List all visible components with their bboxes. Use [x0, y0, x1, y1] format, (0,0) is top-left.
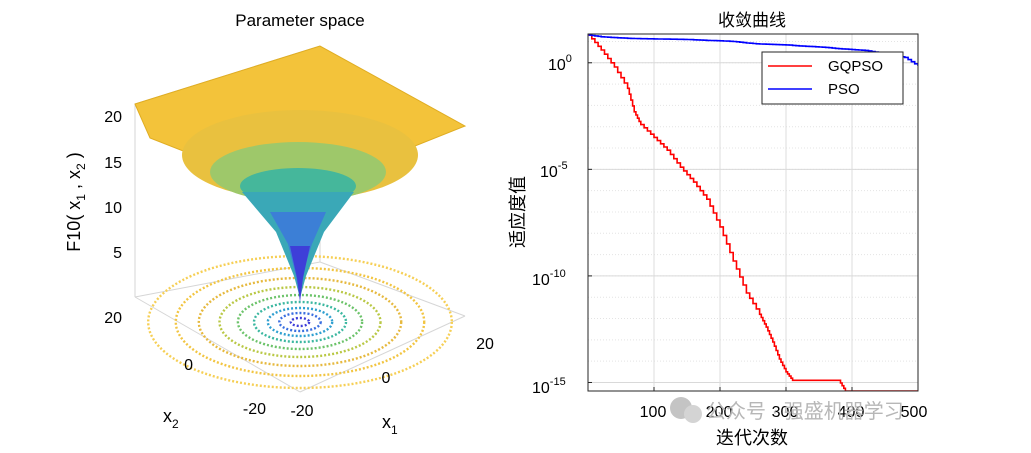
y-axis-label: 适应度值	[508, 176, 528, 248]
legend-box	[761, 51, 904, 105]
series-line-gqpso	[588, 34, 918, 391]
x1-tick-label: -20	[290, 403, 313, 420]
z-tick-label: 5	[113, 245, 122, 262]
x1-tick-label: 20	[476, 336, 494, 353]
plot-frame	[587, 33, 919, 392]
x-tick-label: 100	[640, 404, 667, 421]
legend-label-pso: PSO	[828, 81, 860, 98]
contour-ring	[278, 311, 322, 333]
grid	[588, 34, 919, 391]
watermark: 公众号 · 强盛机器学习	[670, 397, 904, 423]
y-tick-label: 10-15	[532, 376, 566, 397]
axis-ticks	[588, 62, 919, 391]
surface-plot-panel: Parameter space 20 15 10	[64, 11, 494, 437]
watermark-text: 公众号 · 强盛机器学习	[706, 400, 904, 423]
x-tick-label: 300	[772, 404, 799, 421]
x-tick-label: 400	[838, 404, 865, 421]
series-lines	[588, 34, 918, 391]
contour-ring	[266, 306, 334, 338]
x1-tick-label: 0	[382, 370, 391, 387]
z-tick-label: 10	[104, 200, 122, 217]
surface-minimum	[290, 246, 310, 302]
wechat-icon-bubble	[684, 405, 702, 423]
y-tick-label: 100	[548, 53, 572, 74]
z-ticks: 20 15 10 5	[104, 109, 122, 262]
x-ticks: 100 200 300 400 500	[640, 404, 928, 421]
series-line-pso	[588, 34, 918, 66]
surface-plot-title: Parameter space	[235, 11, 364, 30]
contour-ring	[218, 285, 382, 359]
z-tick-label: 15	[104, 155, 122, 172]
x-axis-label: 迭代次数	[716, 428, 788, 448]
y-tick-label: 10-10	[532, 268, 566, 289]
legend-label-gqpso: GQPSO	[828, 58, 883, 75]
surface-mesh	[134, 45, 467, 302]
convergence-plot-panel: 收敛曲线 100 10-5 10-10 10-15 100 200 300 40…	[508, 11, 927, 448]
contour-ring	[289, 316, 311, 328]
x2-tick-label: 0	[184, 357, 193, 374]
legend: GQPSO PSO	[761, 51, 904, 105]
z-tick-label: 20	[104, 109, 122, 126]
z-axis-label: F10( x1 , x2 )	[64, 152, 88, 251]
x1-axis-label: x1	[382, 412, 398, 437]
x2-axis-label: x2	[163, 406, 179, 431]
x-tick-label: 500	[901, 404, 928, 421]
contour-ring	[197, 276, 403, 368]
x2-tick-label: -20	[243, 401, 266, 418]
x1-ticks: -20 0 20	[290, 336, 494, 420]
y-tick-label: 10-5	[540, 160, 568, 181]
x2-ticks: 20 0 -20	[104, 310, 266, 418]
y-ticks: 100 10-5 10-10 10-15	[532, 53, 572, 397]
x-tick-label: 200	[706, 404, 733, 421]
x2-tick-label: 20	[104, 310, 122, 327]
convergence-plot-title: 收敛曲线	[718, 11, 786, 30]
